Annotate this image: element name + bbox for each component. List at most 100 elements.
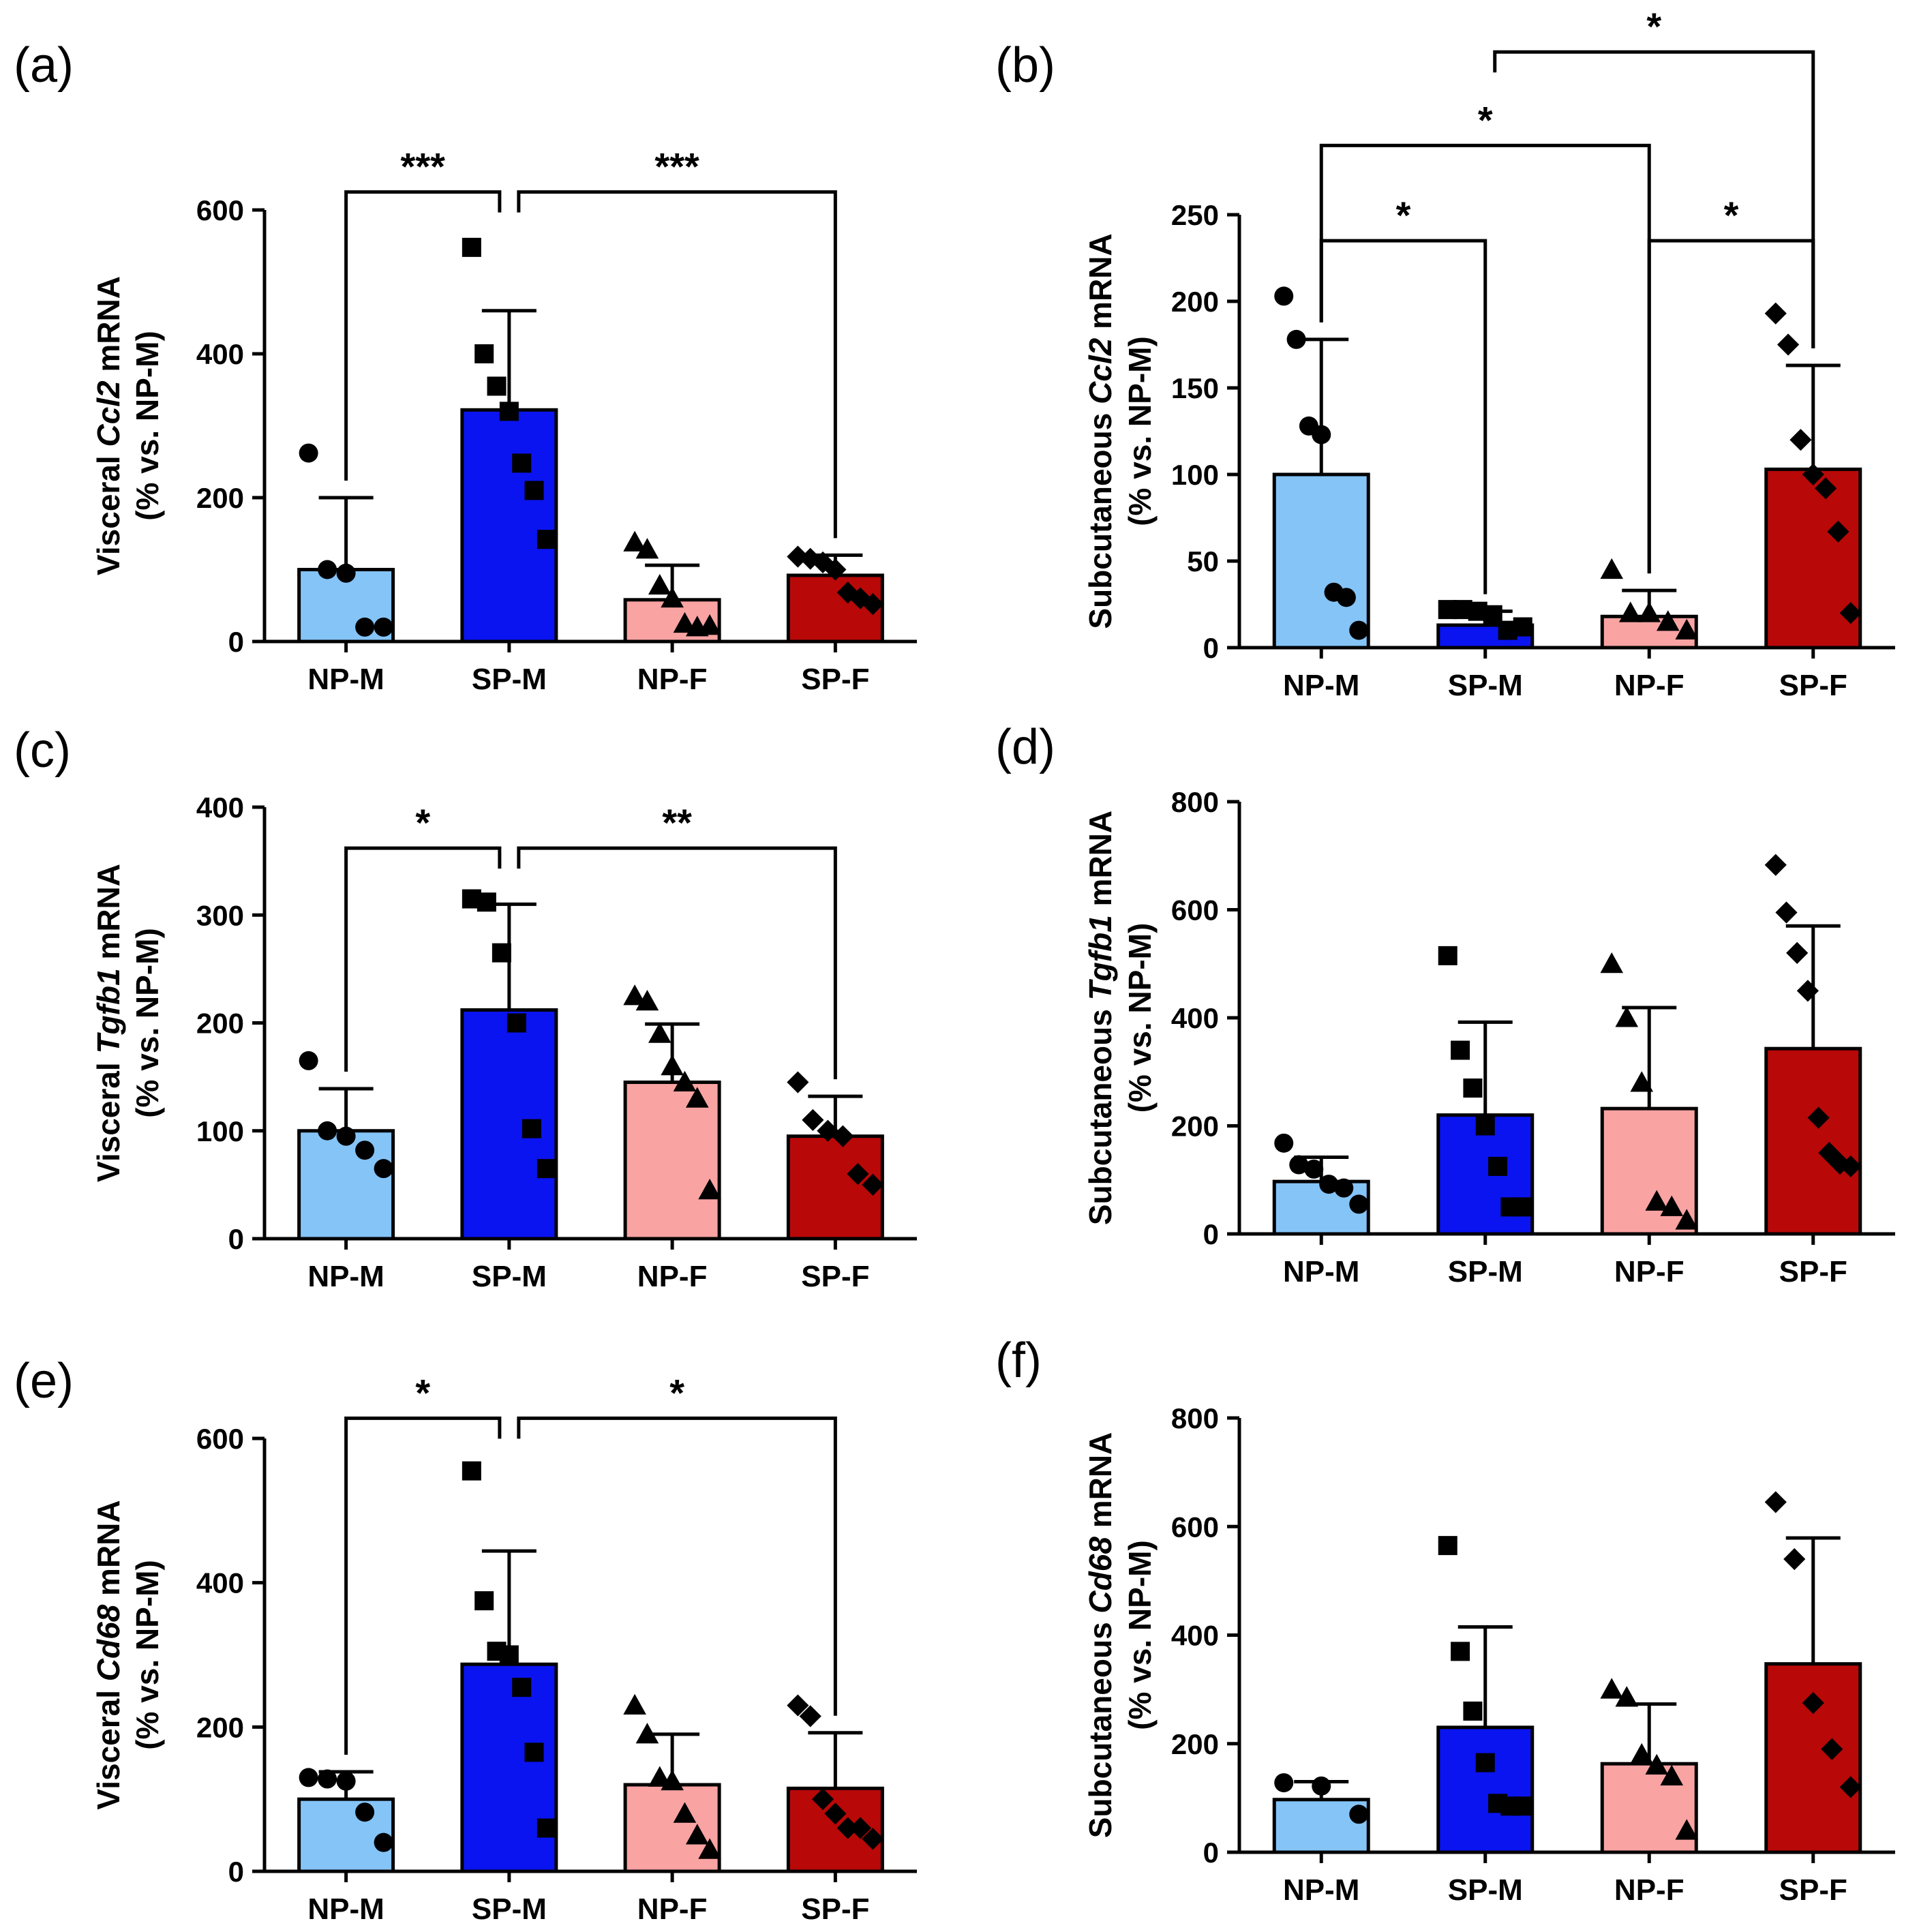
data-point-diamond: [1814, 477, 1837, 500]
data-point-circle: [1349, 1194, 1369, 1214]
data-point-square: [1488, 1156, 1508, 1176]
bar-np-f: [1600, 1106, 1698, 1236]
data-point-triangle: [623, 530, 646, 552]
y-axis-title-post: mRNA: [91, 864, 126, 968]
data-point-diamond: [802, 1108, 824, 1132]
chart-panel-6: (f) Subcutaneous Cd68 mRNA(% vs. NP-M) NP-…: [995, 1333, 1895, 1907]
y-axis-title-pre: Visceral: [91, 1681, 126, 1809]
data-point-diamond: [811, 1788, 834, 1811]
y-tick-label: 200: [196, 1008, 244, 1040]
y-tick-label: 50: [1187, 545, 1219, 577]
data-point-triangle: [1600, 952, 1624, 973]
significance-bracket: [1319, 143, 1651, 574]
data-point-circle: [1334, 1178, 1354, 1198]
data-point-circle: [299, 443, 318, 463]
bar-np-m: [297, 1129, 395, 1241]
y-axis-subtitle: (% vs. NP-M): [130, 331, 165, 521]
y-tick-label: 100: [1171, 459, 1219, 491]
x-tick-label: SP-F: [801, 1260, 869, 1293]
x-tick-label: NP-F: [1614, 1255, 1684, 1288]
data-point-triangle: [635, 990, 659, 1011]
significance-label: **: [662, 801, 692, 844]
data-point-square: [487, 376, 507, 396]
data-point-diamond: [1839, 602, 1862, 624]
x-tick-label: SP-M: [472, 663, 547, 696]
data-point-diamond: [849, 1817, 872, 1839]
chart-panel-5: (e) Visceral Cd68 mRNA(% vs. NP-M) NP-M SP-…: [14, 1354, 917, 1926]
data-point-diamond: [817, 1119, 839, 1142]
data-point-triangle: [1645, 1190, 1669, 1211]
data-point-circle: [374, 1832, 393, 1852]
data-point-circle: [1274, 1773, 1294, 1793]
data-point-diamond: [787, 1694, 809, 1717]
data-point-square: [1513, 617, 1532, 637]
bar-sp-m: [460, 408, 558, 644]
data-point-triangle: [648, 1766, 671, 1787]
x-tick-label: SP-F: [1779, 1873, 1847, 1907]
y-tick-label: 0: [228, 1856, 244, 1888]
data-point-triangle: [1660, 1764, 1684, 1785]
data-point-diamond: [1839, 1155, 1862, 1178]
y-tick-label: 400: [1171, 1002, 1219, 1034]
data-point-diamond: [1807, 1106, 1830, 1129]
data-point-circle: [299, 1768, 318, 1787]
data-point-circle: [1304, 1159, 1324, 1179]
data-point-square: [499, 1645, 519, 1665]
data-point-diamond: [1827, 520, 1849, 543]
data-point-square: [1513, 1197, 1532, 1217]
data-point-triangle: [673, 1070, 697, 1091]
x-tick-label: NP-F: [1614, 669, 1684, 702]
y-tick-label: 600: [196, 194, 244, 226]
data-point-triangle: [1675, 1209, 1699, 1230]
x-tick-label: NP-M: [307, 1260, 384, 1293]
data-point-circle: [336, 563, 356, 583]
y-tick-label: 400: [196, 338, 244, 370]
significance-label: ***: [401, 145, 446, 188]
x-tick-label: NP-M: [1283, 1873, 1359, 1907]
y-axis-title: Subcutaneous Cd68 mRNA: [1083, 1432, 1118, 1839]
data-point-square: [1463, 1701, 1483, 1721]
significance-label: *: [415, 801, 430, 844]
data-point-diamond: [824, 558, 847, 581]
significance-label: *: [1646, 5, 1661, 48]
x-tick-label: SP-M: [1448, 669, 1523, 702]
y-axis-title-pre: Subcutaneous: [1083, 1614, 1118, 1839]
significance-bracket: [344, 1416, 502, 1755]
chart-panel-1: (a) Visceral Ccl2 mRNA(% vs. NP-M) NP-M SP-…: [14, 38, 917, 696]
data-point-diamond: [1802, 463, 1824, 486]
data-point-diamond: [1775, 901, 1798, 924]
y-axis-title-pre: Visceral: [91, 1054, 126, 1182]
data-point-square: [1438, 946, 1457, 965]
panel-label: (e): [14, 1354, 74, 1408]
y-axis-title: Visceral Tgfb1 mRNA: [91, 864, 126, 1182]
x-tick-label: NP-M: [307, 663, 384, 696]
y-tick-label: 0: [1203, 632, 1219, 664]
significance-label: *: [1724, 194, 1739, 237]
bar-np-m: [1272, 472, 1370, 650]
y-axis-title-gene: Ccl2: [91, 380, 126, 447]
data-point-triangle: [661, 586, 684, 608]
x-tick-label: NP-F: [1614, 1873, 1684, 1907]
data-point-triangle: [1618, 601, 1642, 622]
y-axis-title-pre: Subcutaneous: [1083, 1000, 1118, 1225]
y-axis-title-pre: Visceral: [91, 447, 126, 575]
y-axis-subtitle: (% vs. NP-M): [1122, 923, 1158, 1113]
significance-bracket: [517, 190, 837, 539]
y-tick-label: 0: [1203, 1218, 1219, 1250]
x-tick-label: SP-F: [801, 663, 869, 696]
y-tick-label: 200: [1171, 286, 1219, 318]
data-point-square: [537, 1159, 556, 1179]
y-axis-title: Visceral Cd68 mRNA: [91, 1500, 126, 1809]
data-point-square: [492, 943, 511, 963]
y-tick-label: 200: [196, 482, 244, 514]
x-tick-label: NP-M: [1283, 669, 1359, 702]
y-tick-label: 200: [196, 1711, 244, 1743]
data-point-square: [524, 481, 544, 500]
x-tick-label: NP-F: [637, 663, 708, 696]
y-tick-label: 150: [1171, 372, 1219, 404]
y-axis-title-post: mRNA: [1083, 811, 1118, 915]
data-point-triangle: [1660, 1195, 1684, 1216]
y-axis-title-gene: Cd68: [1083, 1537, 1118, 1614]
data-point-diamond: [1839, 1776, 1862, 1798]
